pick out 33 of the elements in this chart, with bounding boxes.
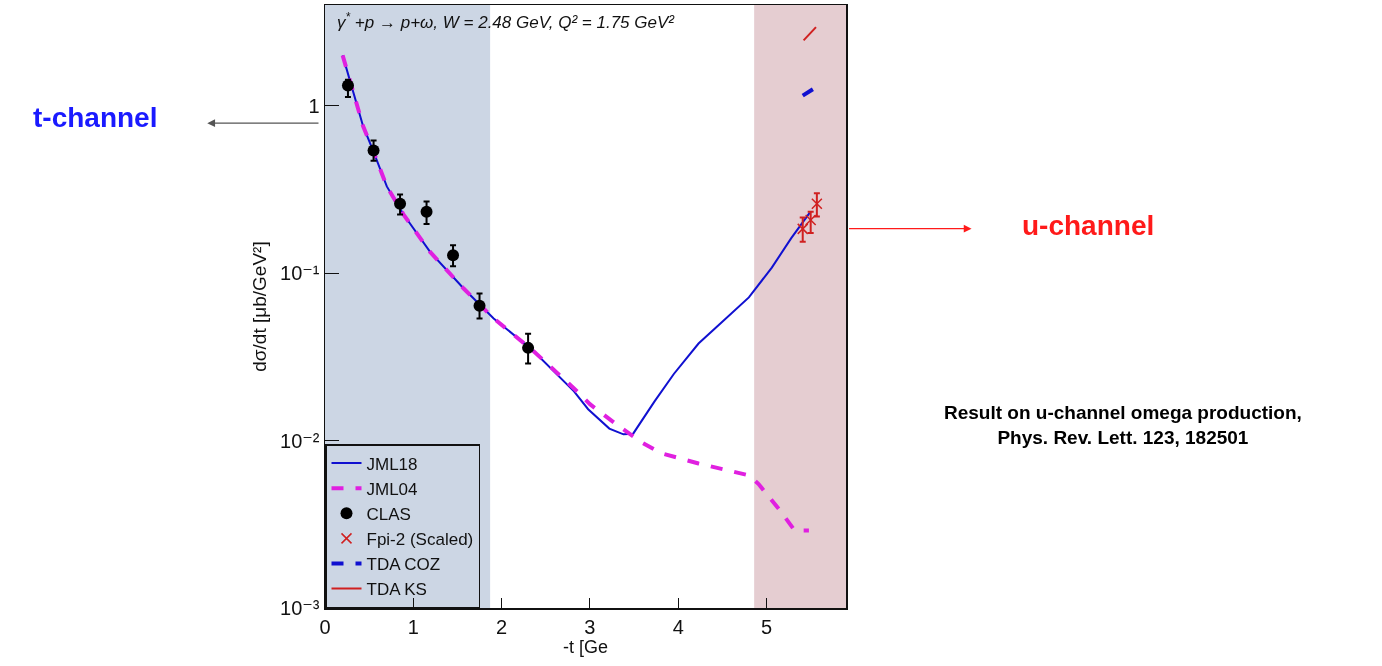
x-tick-label: 4 xyxy=(672,615,684,638)
y-tick-label: 10⁻² xyxy=(280,429,320,452)
point xyxy=(473,299,486,312)
x-tick-label: 1 xyxy=(407,615,419,638)
legend-label: TDA KS xyxy=(366,580,427,600)
legend-label: TDA COZ xyxy=(366,555,441,575)
point xyxy=(420,205,433,218)
legend-label: CLAS xyxy=(366,504,411,524)
point xyxy=(394,197,407,210)
x-tick-label: 3 xyxy=(584,615,596,638)
y-tick-label: 10⁻¹ xyxy=(280,262,320,285)
point xyxy=(522,341,535,354)
legend-label: JML18 xyxy=(366,454,418,474)
point xyxy=(796,223,809,235)
line-series xyxy=(340,53,811,533)
x-tick-label: 0 xyxy=(319,615,331,638)
chart-title: γ$^{*}$ +p → p+ω, W = 2.48 GeV, Q² = 1.75 GeV² xyxy=(337,10,676,33)
y-axis-title: dσ/dt [μb/GeV²] xyxy=(249,241,271,372)
point xyxy=(447,249,460,262)
text: Result on u-channel omega production, Phys. Rev. Lett. 123, 182501 xyxy=(944,402,1302,448)
legend-label: Fpi-2 (Scaled) xyxy=(366,529,474,549)
point xyxy=(367,144,380,157)
text: u-channel xyxy=(1022,210,1155,241)
x-tick-label: 5 xyxy=(760,615,773,638)
text: t-channel xyxy=(33,102,158,133)
point xyxy=(341,79,354,92)
y-tick-label: 10⁻³ xyxy=(280,597,320,619)
point xyxy=(811,197,823,210)
x-axis-title: -t [Ge xyxy=(562,637,609,658)
legend-label: JML04 xyxy=(366,479,418,499)
point xyxy=(804,214,817,226)
y-tick-label: 1 xyxy=(308,94,320,117)
x-tick-label: 2 xyxy=(496,615,508,638)
